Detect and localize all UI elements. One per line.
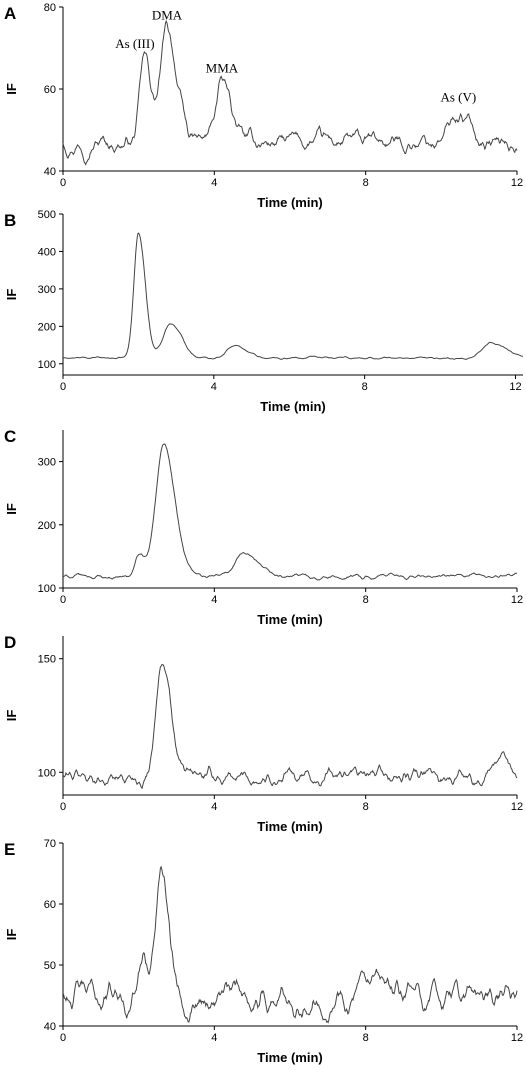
y-axis-label: IF xyxy=(4,503,19,515)
x-tick-label: 0 xyxy=(60,177,66,189)
x-axis-label: Time (min) xyxy=(257,195,323,210)
peak-label: DMA xyxy=(152,7,183,22)
y-tick-label: 100 xyxy=(38,767,56,779)
x-tick-label: 0 xyxy=(60,801,66,813)
x-tick-label: 8 xyxy=(362,381,368,393)
x-axis-label: Time (min) xyxy=(257,819,323,834)
chromatogram-trace xyxy=(62,19,518,166)
y-tick-label: 200 xyxy=(38,520,56,532)
x-tick-label: 12 xyxy=(511,1032,523,1044)
panel-letter: E xyxy=(4,840,15,859)
x-tick-label: 4 xyxy=(211,381,217,393)
x-tick-label: 8 xyxy=(363,1032,369,1044)
chromatogram-trace xyxy=(62,443,518,581)
y-tick-label: 500 xyxy=(38,209,56,221)
x-tick-label: 4 xyxy=(211,1032,217,1044)
peak-label: As (III) xyxy=(115,36,154,51)
y-axis-label: IF xyxy=(4,929,19,941)
y-tick-label: 300 xyxy=(38,284,56,296)
panel-letter: D xyxy=(4,633,16,652)
y-tick-label: 50 xyxy=(44,960,56,972)
x-tick-label: 8 xyxy=(363,801,369,813)
x-tick-label: 8 xyxy=(363,594,369,606)
x-tick-label: 12 xyxy=(509,381,521,393)
x-tick-label: 0 xyxy=(60,594,66,606)
peak-label: MMA xyxy=(206,61,239,76)
y-tick-label: 80 xyxy=(44,2,56,14)
panel-letter: C xyxy=(4,427,16,446)
x-tick-label: 12 xyxy=(511,801,523,813)
y-tick-label: 100 xyxy=(38,359,56,371)
chromatogram-trace xyxy=(62,232,524,360)
y-tick-label: 70 xyxy=(44,838,56,850)
chromatogram-trace xyxy=(62,865,518,1024)
x-axis-label: Time (min) xyxy=(260,399,326,414)
x-tick-label: 4 xyxy=(211,177,217,189)
y-tick-label: 60 xyxy=(44,899,56,911)
y-tick-label: 200 xyxy=(38,321,56,333)
y-tick-label: 400 xyxy=(38,246,56,258)
panel-d: D 0 4 8 12 100 150 Time (min) IF xyxy=(4,633,523,834)
panel-a: A 0 4 8 12 40 60 80 Time (min) IF As (III) DMA MMA As… xyxy=(4,2,523,210)
y-axis-label: IF xyxy=(4,83,19,95)
x-tick-label: 12 xyxy=(511,594,523,606)
y-tick-label: 60 xyxy=(44,84,56,96)
y-tick-label: 100 xyxy=(38,583,56,595)
y-axis-label: IF xyxy=(4,289,19,301)
panel-letter: A xyxy=(4,4,16,23)
x-tick-label: 4 xyxy=(211,594,217,606)
y-tick-label: 150 xyxy=(38,654,56,666)
chromatogram-trace xyxy=(62,664,518,790)
panel-b: B 0 4 8 12 100 200 300 400 500 Time (min) IF xyxy=(4,209,524,414)
x-axis-label: Time (min) xyxy=(257,1050,323,1065)
y-tick-label: 40 xyxy=(44,166,56,178)
peak-label: As (V) xyxy=(440,89,476,104)
x-tick-label: 12 xyxy=(511,177,523,189)
y-tick-label: 300 xyxy=(38,457,56,469)
x-tick-label: 8 xyxy=(363,177,369,189)
x-axis-label: Time (min) xyxy=(257,612,323,627)
panel-letter: B xyxy=(4,211,16,230)
y-axis-label: IF xyxy=(4,710,19,722)
panel-c: C 0 4 8 12 100 200 300 Time (min) IF xyxy=(4,427,523,627)
panel-e: E 0 4 8 12 40 50 60 70 Time (min) IF xyxy=(4,838,523,1065)
x-tick-label: 0 xyxy=(60,381,66,393)
x-tick-label: 4 xyxy=(211,801,217,813)
y-tick-label: 40 xyxy=(44,1021,56,1033)
x-tick-label: 0 xyxy=(60,1032,66,1044)
